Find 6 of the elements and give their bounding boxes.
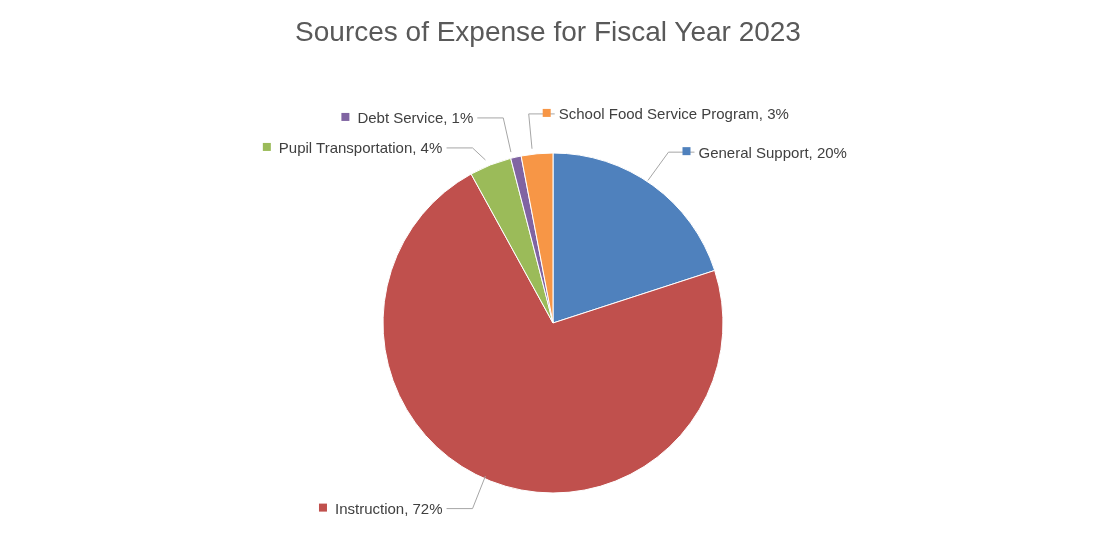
chart-title: Sources of Expense for Fiscal Year 2023 xyxy=(294,16,802,48)
legend-label: Debt Service, 1% xyxy=(357,109,474,127)
legend-label: General Support, 20% xyxy=(698,143,847,161)
legend-label: Instruction, 72% xyxy=(334,500,443,518)
legend-label: Pupil Transportation, 4% xyxy=(278,139,443,157)
legend-label: School Food Service Program, 3% xyxy=(558,105,789,123)
